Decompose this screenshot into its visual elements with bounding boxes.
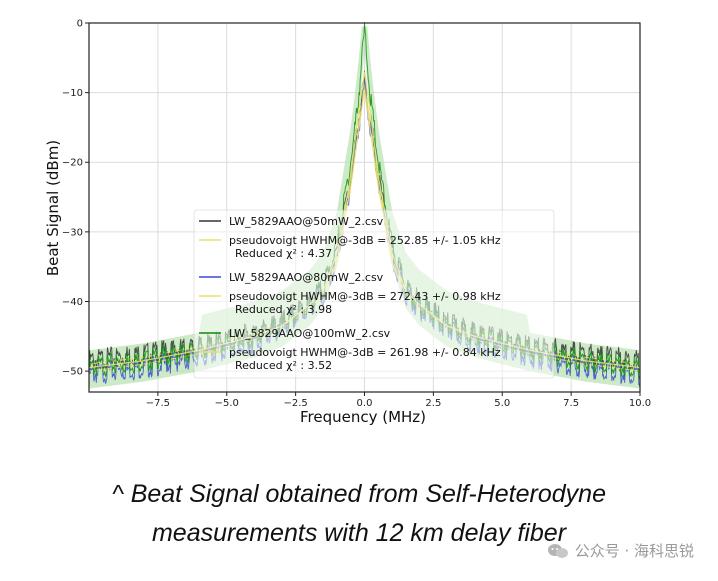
- axis-labels: Frequency (MHz) Beat Signal (dBm): [44, 140, 426, 426]
- legend-fit-stat: Reduced χ² : 3.52: [235, 359, 332, 372]
- legend-entry: LW_5829AAO@80mW_2.csv: [229, 271, 384, 284]
- y-tick-label: −20: [62, 158, 83, 169]
- x-tick-label: 5.0: [494, 398, 510, 409]
- legend-entry: LW_5829AAO@50mW_2.csv: [229, 215, 384, 228]
- caption-line-2: measurements with 12 km delay fiber: [151, 519, 567, 547]
- x-axis-label: Frequency (MHz): [300, 408, 426, 426]
- x-tick-label: 0.0: [357, 398, 373, 409]
- beat-signal-chart: −7.5 −5.0 −2.5 0.0 2.5 5.0 7.5 10.0 0 −10 −20 −30 −4…: [44, 19, 651, 427]
- x-tick-label: 10.0: [629, 398, 651, 409]
- legend-fit-stat: Reduced χ² : 4.37: [235, 247, 332, 260]
- wechat-icon: [547, 543, 568, 558]
- legend: LW_5829AAO@50mW_2.csv pseudovoigt HWHM@-3…: [193, 209, 555, 379]
- y-tick-label: −40: [62, 297, 83, 308]
- y-axis-label: Beat Signal (dBm): [44, 140, 62, 276]
- watermark: 公众号 · 海科思锐: [547, 540, 694, 561]
- legend-entry: pseudovoigt HWHM@-3dB = 272.43 +/- 0.98 …: [229, 290, 501, 303]
- y-tick-label: −50: [62, 367, 83, 378]
- legend-entry: LW_5829AAO@100mW_2.csv: [229, 327, 391, 340]
- y-tick-label: 0: [77, 19, 83, 30]
- watermark-text: 公众号 · 海科思锐: [574, 542, 694, 560]
- caption-line-1: ^ Beat Signal obtained from Self-Heterod…: [112, 480, 606, 508]
- x-tick-label: 2.5: [425, 398, 441, 409]
- y-tick-label: −30: [62, 227, 83, 238]
- legend-box: [193, 209, 555, 379]
- legend-fit-stat: Reduced χ² : 3.98: [235, 303, 332, 316]
- x-tick-label: −7.5: [146, 398, 170, 409]
- legend-entry: pseudovoigt HWHM@-3dB = 252.85 +/- 1.05 …: [229, 234, 501, 247]
- y-tick-label: −10: [62, 88, 83, 99]
- legend-entry: pseudovoigt HWHM@-3dB = 261.98 +/- 0.84 …: [229, 346, 501, 359]
- x-tick-label: −2.5: [283, 398, 307, 409]
- x-tick-label: 7.5: [563, 398, 579, 409]
- tick-labels: −7.5 −5.0 −2.5 0.0 2.5 5.0 7.5 10.0 0 −10 −20 −30 −4…: [62, 19, 651, 410]
- x-tick-label: −5.0: [215, 398, 239, 409]
